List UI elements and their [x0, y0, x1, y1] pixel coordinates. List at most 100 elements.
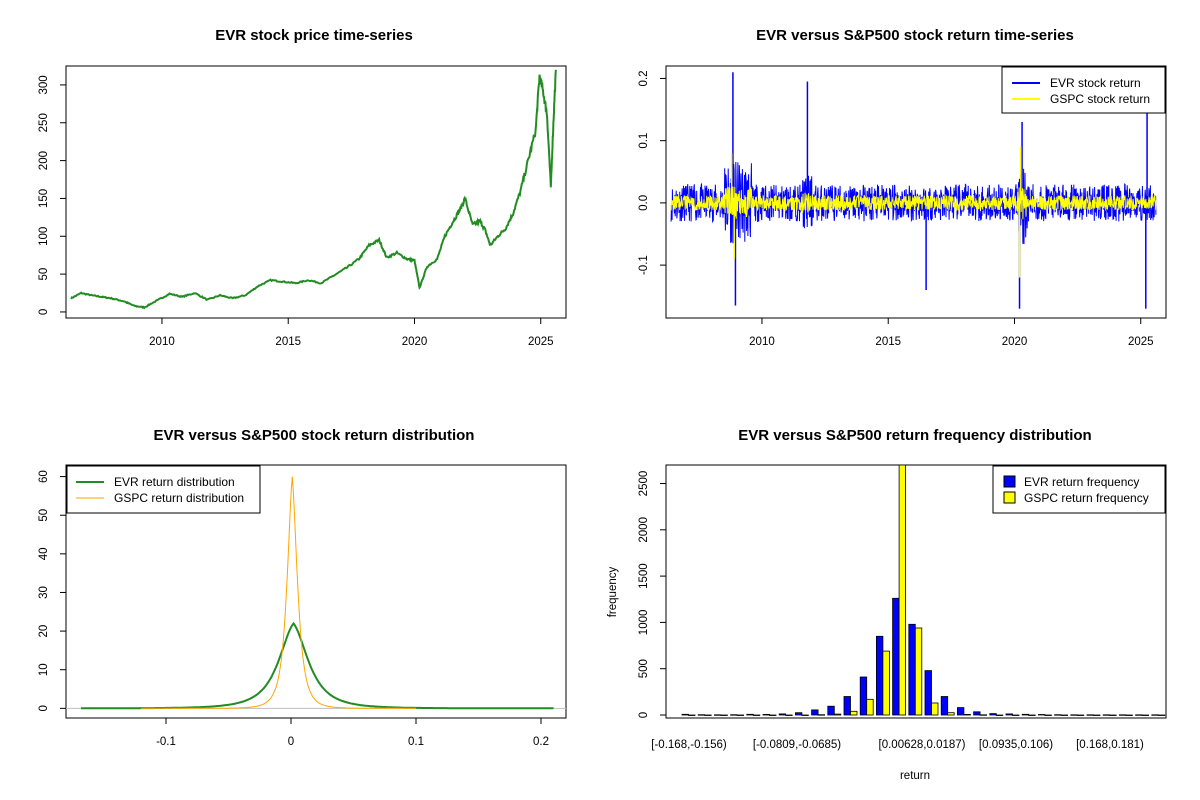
histogram-bar — [801, 714, 809, 716]
histogram-bar — [1102, 714, 1111, 716]
return-density-title: EVR versus S&P500 stock return distribut… — [154, 427, 475, 444]
histogram-bar — [1119, 714, 1127, 716]
y-tick-label: 50 — [38, 509, 50, 522]
x-tick-label: 2015 — [875, 336, 901, 348]
x-tick-label: -0.1 — [156, 736, 176, 748]
histogram-bar — [1005, 713, 1013, 716]
price-chart-title: EVR stock price time-series — [215, 27, 413, 44]
histogram-bar — [947, 712, 955, 716]
y-tick-label: 500 — [638, 659, 650, 678]
histogram-xlabel: return — [900, 770, 930, 782]
histogram-bar — [1093, 714, 1101, 716]
y-tick-label: 50 — [38, 268, 50, 281]
legend-label-gspc: GSPC stock return — [1050, 92, 1150, 106]
evr-density-curve — [81, 621, 554, 710]
price-chart: EVR stock price time-series 2010 2015 2020… — [38, 27, 567, 348]
legend-swatch-gspc-freq — [1003, 491, 1016, 504]
x-tick-label: 0 — [288, 736, 294, 748]
histogram-bar — [850, 710, 858, 716]
price-series-line — [70, 69, 557, 310]
y-tick-label: 0.0 — [638, 195, 650, 211]
y-tick-label: 0 — [638, 712, 650, 718]
return-histogram-axis-ticks: 0 500 1000 1500 2000 2500 — [638, 471, 667, 718]
return-timeseries-series — [670, 72, 1157, 309]
histogram-bar — [931, 702, 939, 716]
histogram-bar — [1151, 714, 1159, 716]
histogram-bar — [778, 713, 787, 716]
return-density-legend: EVR return distribution GSPC return dist… — [66, 465, 261, 514]
legend-box — [992, 465, 1166, 514]
legend-label-evr: EVR stock return — [1050, 76, 1141, 90]
x-tick-label: 2015 — [275, 336, 301, 348]
y-tick-label: 0 — [38, 705, 50, 711]
y-tick-label: 250 — [38, 113, 50, 132]
histogram-bar — [1028, 714, 1036, 716]
legend-label-gspc-density: GSPC return distribution — [114, 491, 244, 505]
histogram-bar — [1021, 713, 1030, 716]
return-histogram-chart: EVR versus S&P500 return frequency distr… — [607, 427, 1167, 782]
histogram-bar — [1141, 714, 1149, 716]
histogram-bar — [1012, 714, 1020, 716]
histogram-bar — [762, 714, 770, 716]
histogram-bar — [1086, 714, 1094, 716]
return-timeseries-axis-ticks: 2010 2015 2020 2025 -0.1 0.0 0.1 0.2 — [638, 70, 1154, 348]
histogram-bar — [730, 714, 738, 716]
y-tick-label: 30 — [38, 586, 50, 599]
histogram-bar — [995, 714, 1004, 716]
histogram-bar — [714, 714, 722, 716]
histogram-bar — [963, 714, 971, 716]
y-tick-label: 1500 — [638, 563, 650, 589]
y-tick-label: 0 — [38, 309, 50, 315]
histogram-bar — [1076, 714, 1085, 716]
return-series-line — [670, 186, 1157, 220]
y-tick-label: 0.1 — [638, 133, 650, 149]
y-tick-label: 40 — [38, 547, 50, 560]
histogram-bar — [979, 714, 987, 716]
histogram-bar — [1038, 714, 1046, 716]
histogram-bar — [1044, 714, 1052, 716]
histogram-bar — [704, 714, 712, 716]
histogram-bar — [1109, 714, 1117, 716]
histogram-bar — [833, 713, 842, 716]
histogram-bar — [914, 627, 923, 716]
histogram-bar — [1060, 714, 1068, 716]
x-tick-label: 2020 — [402, 336, 428, 348]
legend-label-gspc-freq: GSPC return frequency — [1024, 491, 1149, 505]
x-tick-label: 0.1 — [408, 736, 424, 748]
x-tick-label: 2025 — [1128, 336, 1154, 348]
histogram-bar — [882, 650, 890, 716]
x-tick-label: 0.2 — [533, 736, 549, 748]
histogram-bar — [746, 713, 754, 716]
x-tick-label: 2025 — [528, 336, 554, 348]
x-tick-label: 2020 — [1002, 336, 1028, 348]
y-tick-label: 2000 — [638, 517, 650, 543]
histogram-category-label: [0.00628,0.0187) — [879, 739, 966, 751]
price-plot-frame — [65, 65, 567, 319]
return-histogram-bars: [-0.168,-0.156) [-0.0809,-0.0685) [0.00628… — [651, 464, 1166, 751]
histogram-bar — [892, 597, 900, 716]
histogram-bar — [1135, 714, 1143, 716]
y-tick-label: 300 — [38, 75, 50, 94]
histogram-category-label: [0.0935,0.106) — [979, 739, 1053, 751]
y-tick-label: 200 — [38, 151, 50, 170]
legend-label-evr-density: EVR return distribution — [114, 475, 235, 489]
return-density-axis-ticks: -0.1 0 0.1 0.2 0 10 20 30 40 50 60 — [38, 470, 549, 748]
histogram-ylabel: frequency — [607, 567, 619, 618]
return-timeseries-title: EVR versus S&P500 stock return time-seri… — [756, 27, 1074, 44]
histogram-bar — [752, 714, 761, 716]
y-tick-label: 150 — [38, 189, 50, 208]
histogram-bar — [973, 711, 981, 716]
legend-swatch-evr-freq — [1003, 475, 1016, 488]
legend-box — [66, 465, 261, 514]
return-density-chart: EVR versus S&P500 stock return distribut… — [38, 427, 567, 748]
histogram-bar — [720, 714, 728, 716]
histogram-bar — [1070, 714, 1078, 716]
histogram-category-label: [0.168,0.181) — [1076, 739, 1144, 751]
histogram-bar — [795, 712, 803, 716]
y-tick-label: 20 — [38, 625, 50, 638]
histogram-category-label: [-0.0809,-0.0685) — [753, 739, 841, 751]
histogram-bar — [1054, 714, 1062, 716]
histogram-bar — [697, 714, 706, 716]
return-histogram-legend: EVR return frequency GSPC return frequen… — [992, 465, 1166, 514]
x-tick-label: 2010 — [749, 336, 775, 348]
